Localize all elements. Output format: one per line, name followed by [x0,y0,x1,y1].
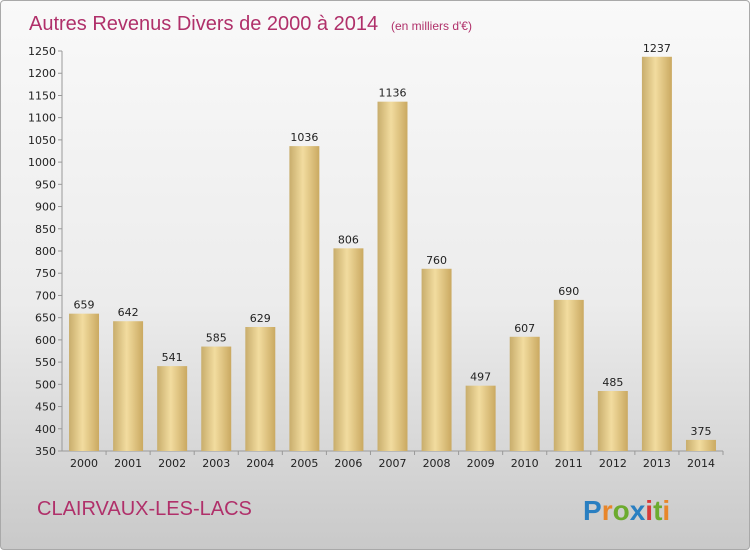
y-tick-label: 1000 [28,156,56,169]
data-label: 541 [162,351,183,364]
data-labels: 659 642 541 585 629 1036 806 1136 760 497 607 690 48… [74,42,712,438]
x-tick-label: 2009 [467,457,495,470]
data-label: 1237 [643,42,671,55]
x-axis: 2000 2001 2002 2003 2004 2005 2006 2007 2008 2009… [62,450,724,470]
bar [333,248,364,451]
bar [641,56,672,452]
bar [553,299,584,451]
y-axis: 350 400 450 500 550 600 650 700 750 800 850 900 950 1… [28,45,63,458]
y-tick-label: 950 [35,178,56,191]
bar [509,336,540,451]
x-tick-label: 2008 [423,457,451,470]
bar [421,268,452,451]
bar [69,313,100,451]
y-tick-label: 900 [35,201,56,214]
x-tick-label: 2003 [202,457,230,470]
y-tick-label: 800 [35,245,56,258]
y-tick-label: 500 [35,378,56,391]
bar [685,439,716,451]
x-tick-label: 2001 [114,457,142,470]
data-label: 585 [206,332,227,345]
x-tick-label: 2011 [555,457,583,470]
x-tick-label: 2007 [379,457,407,470]
bar [465,385,496,451]
x-tick-label: 2006 [334,457,362,470]
y-tick-label: 400 [35,423,56,436]
bar [377,101,408,452]
y-tick-label: 1150 [28,89,56,102]
x-tick-label: 2004 [246,457,274,470]
x-tick-label: 2010 [511,457,539,470]
data-label: 659 [74,299,95,312]
data-label: 375 [690,425,711,438]
x-tick-label: 2000 [70,457,98,470]
data-label: 1136 [379,87,407,100]
bar [201,346,232,451]
y-tick-label: 550 [35,356,56,369]
bar [245,327,276,451]
bar [597,391,628,451]
proxiti-logo: Proxiti [583,495,670,526]
svg-text:Proxiti: Proxiti [583,495,670,526]
data-label: 760 [426,254,447,267]
bars [69,56,716,452]
y-tick-label: 1100 [28,112,56,125]
y-tick-label: 700 [35,289,56,302]
y-tick-label: 1050 [28,134,56,147]
data-label: 806 [338,233,359,246]
bar [113,321,144,451]
data-label: 690 [558,285,579,298]
x-tick-label: 2013 [643,457,671,470]
chart-subtitle: (en milliers d'€) [391,19,472,33]
x-tick-label: 2014 [687,457,715,470]
data-label: 1036 [290,131,318,144]
data-label: 485 [602,376,623,389]
data-label: 629 [250,312,271,325]
data-label: 607 [514,322,535,335]
y-tick-label: 450 [35,401,56,414]
y-tick-label: 850 [35,223,56,236]
x-tick-label: 2012 [599,457,627,470]
data-label: 497 [470,371,491,384]
y-tick-label: 1250 [28,45,56,58]
y-tick-label: 750 [35,267,56,280]
x-tick-label: 2005 [290,457,318,470]
y-tick-label: 600 [35,334,56,347]
chart-title: Autres Revenus Divers de 2000 à 2014 [29,13,378,35]
y-tick-label: 1200 [28,67,56,80]
x-tick-label: 2002 [158,457,186,470]
y-tick-label: 350 [35,445,56,458]
bar [289,146,320,451]
data-label: 642 [118,306,139,319]
y-tick-label: 650 [35,312,56,325]
location-name: CLAIRVAUX-LES-LACS [37,498,252,520]
bar [157,366,188,451]
